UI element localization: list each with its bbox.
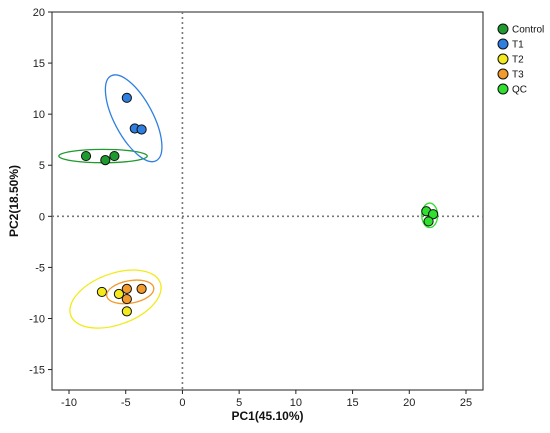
- x-tick-label: 25: [460, 397, 472, 409]
- data-point: [96, 286, 108, 298]
- x-tick-label: 0: [179, 397, 185, 409]
- confidence-ellipse: [104, 74, 163, 163]
- y-tick-label: -15: [29, 365, 45, 377]
- legend-label: Control: [512, 25, 544, 36]
- y-tick-label: 5: [39, 160, 45, 172]
- data-point: [136, 124, 147, 135]
- legend-label: QC: [512, 85, 527, 96]
- data-point: [121, 283, 132, 294]
- y-tick-label: 20: [33, 7, 45, 19]
- y-tick-label: -10: [29, 313, 45, 325]
- legend-marker: [497, 68, 509, 80]
- legend-label: T1: [512, 40, 524, 51]
- y-axis-label: PC2(18.50%): [7, 165, 21, 237]
- series-qc: [421, 202, 439, 229]
- y-tick-label: 15: [33, 58, 45, 70]
- series-t3: [106, 279, 155, 305]
- legend-label: T3: [512, 70, 524, 81]
- legend-marker: [497, 83, 509, 95]
- x-tick-label: 15: [346, 397, 358, 409]
- data-point: [121, 306, 132, 317]
- data-point: [427, 209, 439, 220]
- data-point: [109, 150, 120, 162]
- data-point: [113, 288, 125, 300]
- legend-marker: [497, 23, 509, 35]
- series-control: [58, 148, 148, 166]
- legend-marker: [497, 38, 509, 50]
- series-t1: [104, 74, 163, 163]
- plot-area: [51, 11, 484, 391]
- x-tick-label: -5: [121, 397, 131, 409]
- data-point: [423, 216, 434, 227]
- legend-label: T2: [512, 55, 524, 66]
- x-axis-ticks: -10 -5 0 5 10 15 20 25: [61, 390, 472, 409]
- data-point: [100, 155, 111, 166]
- plot-frame: [51, 11, 484, 391]
- y-tick-label: -5: [35, 262, 45, 274]
- x-tick-label: 20: [403, 397, 415, 409]
- y-axis-ticks: -15 -10 -5 0 5 10 15 20: [29, 7, 52, 377]
- data-point: [121, 92, 132, 103]
- confidence-ellipse: [106, 279, 155, 305]
- y-tick-label: 10: [33, 109, 45, 121]
- legend-marker: [497, 53, 509, 65]
- confidence-ellipse: [69, 269, 162, 329]
- series-t2: [69, 269, 162, 329]
- data-point: [136, 283, 147, 294]
- x-tick-label: 10: [290, 397, 302, 409]
- x-tick-label: 5: [236, 397, 242, 409]
- legend: Control T1 T2 T3 QC: [497, 23, 544, 96]
- x-axis-label: PC1(45.10%): [231, 409, 303, 423]
- data-point: [80, 150, 92, 162]
- data-point: [121, 293, 132, 305]
- y-tick-label: 0: [39, 211, 45, 223]
- x-tick-label: -10: [61, 397, 77, 409]
